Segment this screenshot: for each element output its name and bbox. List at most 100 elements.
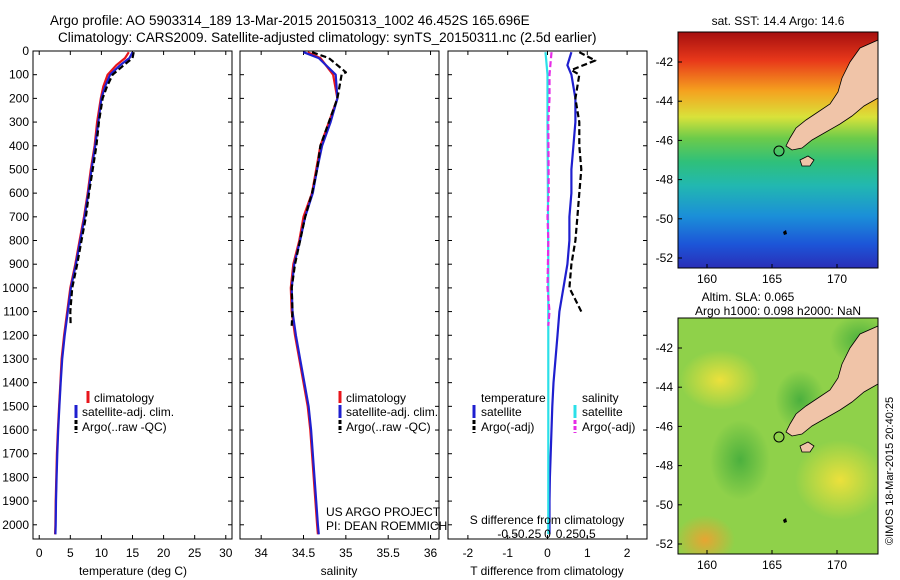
stewart-island-sla [799,441,815,453]
x-tick-label: 34 [254,546,268,560]
depth-tick-label: 1000 [2,281,29,295]
legend-temperature-heading: temperature [481,391,546,405]
sst-lat-axis: -42 -44 -46 -48 -50 -52 [656,55,682,265]
salinity-legend: climatology satellite-adj. clim. Argo(..… [338,391,438,434]
legend-climatology-label: climatology [94,391,154,405]
x-tick-label: 35 [339,546,353,560]
sla-blob [710,420,770,500]
imos-watermark: ©IMOS 18-Mar-2015 20:40:25 [884,397,896,545]
lon-tick-label: 165 [762,272,782,286]
lat-tick-label: -48 [656,459,674,473]
lon-tick-label: 160 [697,558,717,572]
x-tick-label: 0 [544,546,551,560]
salinity-depth-ticks [240,50,439,526]
sla-blob [678,515,735,554]
lat-tick-label: -46 [656,133,674,147]
series-line [54,51,130,535]
x-tick-label: 34.5 [292,546,316,560]
temperature-plot-frame [32,50,233,540]
sst-map: sat. SST: 14.4 Argo: 14.6 -42 -44 -46 -48 -5… [656,14,879,286]
x-tick-label: 2 [624,546,631,560]
temperature-x-label: temperature (deg C) [79,564,187,578]
legend-argo-label-2: Argo(..raw -QC) [346,420,431,434]
sla-map-title-2: Argo h1000: 0.098 h2000: NaN [695,304,861,318]
depth-tick-label: 1400 [2,376,29,390]
x-tick-label: -2 [463,546,474,560]
x-tick-label: 1 [584,546,591,560]
x-tick-label: 0 [36,546,43,560]
temperature-series [54,51,135,535]
depth-tick-label: 300 [9,115,29,129]
x-tick-label: 5 [67,546,74,560]
x-tick-label: 25 [188,546,202,560]
title-line-2: Climatology: CARS2009. Satellite-adjuste… [58,30,597,45]
stewart-island-sst [799,155,815,167]
sst-lon-axis: 160 165 170 [697,264,847,286]
depth-tick-label: 100 [9,68,29,82]
x-tick-label: 15 [126,546,140,560]
land-new-zealand-sst [785,39,878,151]
depth-tick-label: 900 [9,257,29,271]
s-tick-label: 0.5 [579,527,596,541]
sst-map-frame [677,31,879,269]
sla-map-frame [677,317,879,555]
title-line-1: Argo profile: AO 5903314_189 13-Mar-2015… [50,13,530,28]
legend-satellite-label: satellite-adj. clim. [82,405,174,419]
x-tick-label: -1 [502,546,513,560]
s-difference-ticks: -0.5-0.25 0 0.25 0.5 [497,527,596,541]
sla-blob [795,440,878,520]
depth-tick-label: 1200 [2,328,29,342]
difference-series [544,51,597,535]
depth-tick-label: 1900 [2,494,29,508]
difference-x-label: T difference from climatology [470,564,624,578]
difference-panel: -2 -1 0 1 2 T difference from climatology S … [447,50,648,578]
credit-pi: PI: DEAN ROEMMICH [326,519,447,533]
lat-tick-label: -44 [656,94,674,108]
lat-tick-label: -50 [656,212,674,226]
depth-tick-label: 600 [9,186,29,200]
depth-tick-label: 1700 [2,447,29,461]
legend-s-argo-label: Argo(-adj) [582,420,635,434]
depth-tick-label: 400 [9,139,29,153]
temperature-legend: climatology satellite-adj. clim. Argo(..… [74,391,174,434]
sla-lon-axis: 160 165 170 [697,550,847,572]
small-island-sst [783,230,787,235]
depth-tick-label: 500 [9,162,29,176]
salinity-series [289,51,347,535]
salinity-panel: 34 34.5 35 35.5 36 salinity climatology sate… [239,50,447,578]
depth-tick-label: 1600 [2,423,29,437]
depth-axis: 0 100 200 300 400 500 600 700 800 900 1000 1100 1200… [2,44,232,532]
sst-map-title: sat. SST: 14.4 Argo: 14.6 [712,14,845,28]
legend-argo-label: Argo(..raw -QC) [82,420,167,434]
depth-tick-label: 800 [9,234,29,248]
difference-depth-ticks [448,50,647,526]
lat-tick-label: -42 [656,341,674,355]
legend-salinity-heading: salinity [582,391,619,405]
legend-s-satellite-label: satellite [582,405,623,419]
x-tick-label: 36 [424,546,438,560]
depth-tick-label: 1100 [3,305,29,319]
s-tick-label: -0.5 [497,527,518,541]
small-island-sla [783,518,787,523]
lat-tick-label: -46 [656,419,674,433]
lon-tick-label: 170 [827,558,847,572]
lat-tick-label: -44 [656,380,674,394]
x-tick-label: 10 [95,546,109,560]
x-tick-label: 30 [219,546,233,560]
difference-legend: temperature salinity satellite Argo(-adj… [472,391,635,434]
lat-tick-label: -42 [656,55,674,69]
lon-tick-label: 170 [827,272,847,286]
difference-x-axis: -2 -1 0 1 2 [463,51,631,560]
sla-map: Altim. SLA: 0.065 Argo h1000: 0.098 h200… [656,290,879,572]
argo-float-marker-sla [773,431,785,443]
depth-tick-label: 2000 [2,518,29,532]
lat-tick-label: -52 [656,537,674,551]
s-tick-label: -0.25 [514,527,542,541]
lat-tick-label: -48 [656,173,674,187]
sst-field [678,32,878,268]
argo-float-marker-sst [773,145,785,157]
s-difference-label: S difference from climatology [470,513,625,527]
lon-tick-label: 160 [697,272,717,286]
depth-tick-label: 200 [9,91,29,105]
